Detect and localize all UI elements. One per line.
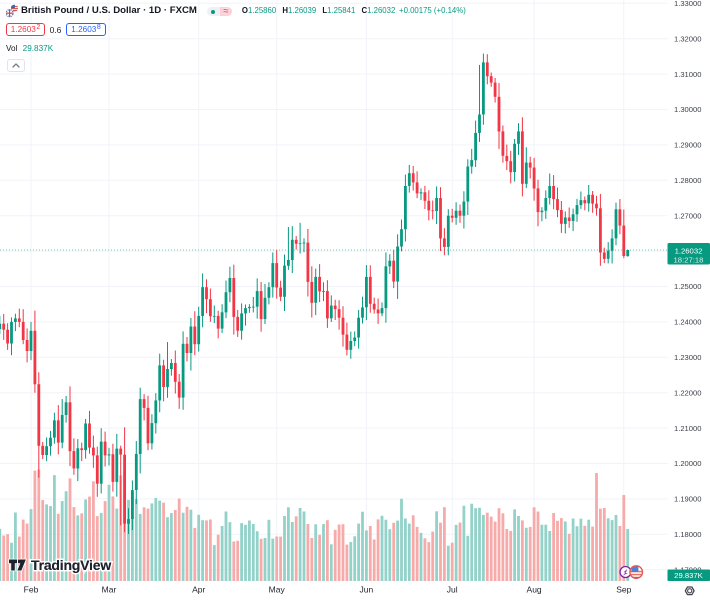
svg-text:1.27000: 1.27000 <box>674 211 701 220</box>
svg-text:Jun: Jun <box>360 585 374 595</box>
svg-text:1.29000: 1.29000 <box>674 141 701 150</box>
svg-text:1.23000: 1.23000 <box>674 353 701 362</box>
svg-text:1.30000: 1.30000 <box>674 105 701 114</box>
svg-text:1.19000: 1.19000 <box>674 495 701 504</box>
svg-text:1.28000: 1.28000 <box>674 176 701 185</box>
svg-text:Mar: Mar <box>102 585 117 595</box>
svg-text:Aug: Aug <box>527 585 542 595</box>
svg-text:1.31000: 1.31000 <box>674 70 701 79</box>
svg-text:1.22000: 1.22000 <box>674 388 701 397</box>
svg-text:1.24000: 1.24000 <box>674 318 701 327</box>
svg-text:1.32000: 1.32000 <box>674 34 701 43</box>
svg-text:1.20000: 1.20000 <box>674 459 701 468</box>
svg-text:1.21000: 1.21000 <box>674 424 701 433</box>
svg-text:Feb: Feb <box>24 585 39 595</box>
svg-text:1.18000: 1.18000 <box>674 530 701 539</box>
svg-text:1.25000: 1.25000 <box>674 282 701 291</box>
svg-text:Apr: Apr <box>192 585 205 595</box>
svg-text:29.837K: 29.837K <box>674 571 704 580</box>
svg-text:Jul: Jul <box>447 585 458 595</box>
svg-text:1.26032: 1.26032 <box>675 247 703 256</box>
svg-text:May: May <box>269 585 286 595</box>
svg-text:1.33000: 1.33000 <box>674 0 701 8</box>
svg-text:Sep: Sep <box>616 585 631 595</box>
svg-text:18:27:18: 18:27:18 <box>674 256 704 265</box>
